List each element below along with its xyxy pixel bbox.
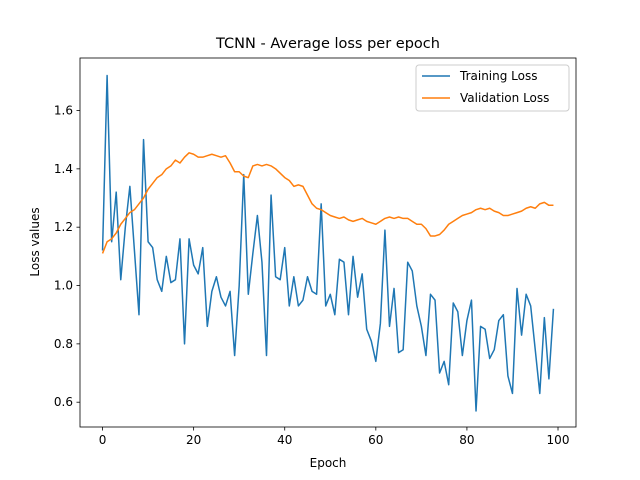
y-tick-label: 0.6 [54,395,73,409]
x-tick-label: 40 [277,433,292,447]
x-tick-label: 0 [99,433,107,447]
series-line-1 [101,152,554,254]
y-tick-label: 1.4 [54,162,73,176]
y-tick-label: 1.0 [54,279,73,293]
y-tick-label: 1.2 [54,220,73,234]
y-axis-ticks: 0.6 0.8 1.0 1.2 1.4 1.6 [54,104,80,409]
y-tick-label: 1.6 [54,104,73,118]
x-axis-label: Epoch [310,456,347,470]
series-layer [101,74,555,412]
plot-frame [79,57,577,428]
series-line-0 [101,74,555,412]
legend-label-validation: Validation Loss [460,91,549,105]
legend-box [415,64,570,112]
x-axis-ticks: 0 20 40 60 80 100 [99,427,570,447]
x-tick-label: 60 [368,433,383,447]
plot-area: 0 20 40 60 80 100 0.6 0.8 1.0 1.2 1.4 1.6 [54,57,577,447]
x-tick-label: 20 [186,433,201,447]
y-axis-label: Loss values [28,207,42,276]
legend-label-training: Training Loss [459,69,537,83]
x-tick-label: 80 [459,433,474,447]
y-tick-label: 0.8 [54,337,73,351]
legend: Training Loss Validation Loss [415,64,570,112]
x-tick-label: 100 [547,433,570,447]
chart-title: TCNN - Average loss per epoch [215,36,440,52]
